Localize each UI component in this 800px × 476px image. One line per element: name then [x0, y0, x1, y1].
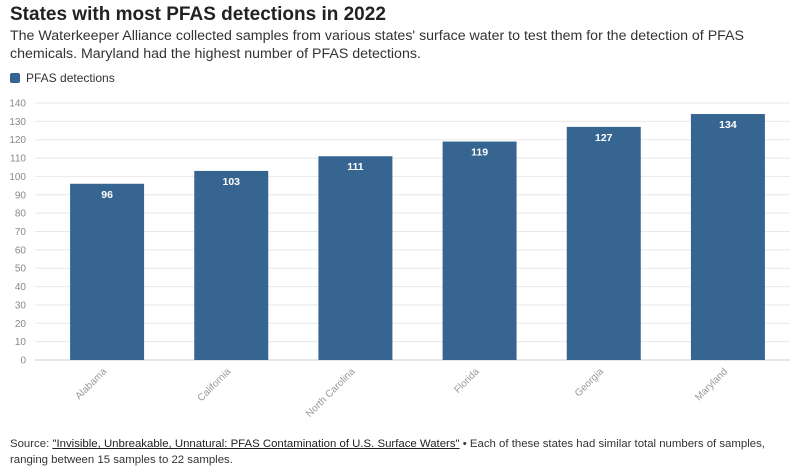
data-label: 103 — [222, 176, 240, 188]
chart-subtitle: The Waterkeeper Alliance collected sampl… — [10, 28, 744, 62]
y-tick-label: 0 — [20, 356, 26, 367]
x-tick-label: California — [196, 366, 234, 404]
y-tick-label: 140 — [9, 99, 26, 110]
x-tick-label: Florida — [452, 366, 482, 396]
y-tick-label: 120 — [9, 135, 26, 146]
legend: PFAS detections — [10, 71, 115, 85]
chart-title: States with most PFAS detections in 2022 — [10, 4, 386, 25]
source-prefix: Source: — [10, 438, 53, 450]
data-label: 111 — [347, 161, 364, 173]
source-note: Source: "Invisible, Unbreakable, Unnatur… — [10, 436, 790, 468]
legend-label: PFAS detections — [26, 71, 115, 85]
source-text: • Each of these states had similar total… — [10, 438, 765, 466]
source-link[interactable]: "Invisible, Unbreakable, Unnatural: PFAS… — [52, 438, 460, 450]
x-tick-label: Georgia — [573, 366, 606, 399]
bar — [442, 141, 517, 360]
y-tick-label: 70 — [15, 227, 27, 238]
y-tick-label: 60 — [15, 245, 27, 256]
y-tick-label: 100 — [9, 172, 26, 183]
y-tick-label: 50 — [15, 264, 27, 275]
data-label: 96 — [101, 189, 113, 201]
x-tick-label: Maryland — [693, 366, 730, 403]
y-tick-label: 130 — [9, 117, 26, 128]
bar — [566, 126, 641, 360]
y-tick-label: 90 — [15, 190, 27, 201]
y-tick-label: 110 — [10, 154, 26, 165]
y-tick-label: 20 — [15, 319, 27, 330]
bar — [318, 156, 393, 360]
bar — [70, 183, 145, 360]
x-tick-label: Alabama — [74, 366, 110, 402]
data-label: 127 — [595, 132, 613, 144]
data-label: 134 — [719, 119, 737, 131]
legend-swatch — [10, 73, 20, 83]
y-tick-label: 10 — [15, 337, 27, 348]
y-tick-label: 40 — [15, 282, 27, 293]
y-tick-label: 80 — [15, 209, 27, 220]
bar — [194, 170, 269, 360]
y-tick-label: 30 — [15, 300, 27, 311]
bar — [690, 114, 765, 360]
data-label: 119 — [471, 147, 488, 159]
x-tick-label: North Carolina — [304, 366, 358, 420]
